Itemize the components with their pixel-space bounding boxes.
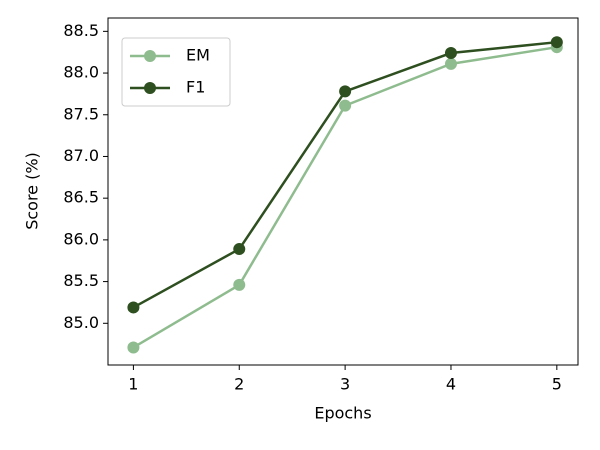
x-tick-label: 4 [446,375,456,394]
y-tick-label: 86.0 [63,229,99,248]
legend-box [121,37,231,107]
x-tick-label: 3 [340,375,350,394]
legend-label: EM [186,46,210,65]
y-tick-label: 85.5 [63,271,99,290]
data-point [233,278,246,291]
x-axis-label: Epochs [314,404,371,423]
y-tick-label: 88.5 [63,21,99,40]
y-axis-label: Score (%) [23,152,42,230]
data-point [444,57,457,70]
x-tick-label: 5 [552,375,562,394]
x-tick-label: 1 [128,375,138,394]
y-tick-label: 85.0 [63,313,99,332]
y-tick-label: 88.0 [63,63,99,82]
data-point [550,36,563,49]
data-point [339,99,352,112]
plot-frame [107,17,579,366]
data-point [339,85,352,98]
legend-marker [144,82,156,94]
legend-marker [144,50,156,62]
y-tick-label: 87.5 [63,104,99,123]
data-point [127,341,140,354]
x-tick-label: 2 [234,375,244,394]
data-point [127,301,140,314]
legend-label: F1 [186,78,205,97]
data-point [444,47,457,60]
data-point [233,243,246,256]
y-tick-label: 86.5 [63,188,99,207]
y-tick-label: 87.0 [63,146,99,165]
